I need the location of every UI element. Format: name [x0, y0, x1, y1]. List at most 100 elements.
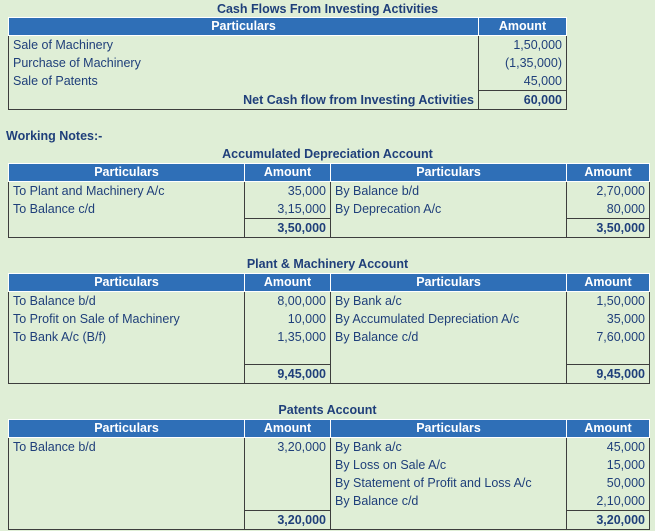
column-header-amount: Amount [244, 273, 331, 292]
table-row: Purchase of Machinery (1,35,000) [8, 54, 567, 72]
debit-amount-cell: 1,35,000 [244, 328, 331, 346]
debit-particular-cell [8, 474, 245, 492]
column-header-particulars: Particulars [330, 163, 567, 182]
column-header-amount: Amount [566, 419, 650, 438]
net-cash-flow-label: Net Cash flow from Investing Activities [8, 90, 479, 110]
credit-amount-cell: 2,70,000 [566, 181, 650, 200]
spacer-row [8, 346, 650, 364]
credit-amount-cell: 1,50,000 [566, 291, 650, 310]
column-header-particulars: Particulars [8, 273, 245, 292]
table-row: By Balance c/d 2,10,000 [8, 492, 650, 511]
table-header-row: Particulars Amount Particulars Amount [8, 273, 650, 292]
debit-particular-cell: To Plant and Machinery A/c [8, 181, 245, 200]
debit-amount-cell: 35,000 [244, 181, 331, 200]
column-header-particulars: Particulars [8, 419, 245, 438]
credit-particular-cell: By Bank a/c [330, 437, 567, 456]
debit-total: 3,20,000 [244, 510, 331, 530]
table-header-row: Particulars Amount Particulars Amount [8, 419, 650, 438]
debit-amount-cell: 3,15,000 [244, 200, 331, 219]
debit-amount-cell [244, 474, 331, 492]
debit-particular-cell: To Bank A/c (B/f) [8, 328, 245, 346]
debit-particular-cell: To Balance b/d [8, 437, 245, 456]
credit-total: 3,50,000 [566, 218, 650, 238]
plant-machinery-title: Plant & Machinery Account [246, 257, 409, 271]
table-row: Sale of Patents 45,000 [8, 72, 567, 91]
credit-amount-cell: 2,10,000 [566, 492, 650, 511]
debit-total-spacer [8, 364, 245, 384]
credit-amount-cell: 7,60,000 [566, 328, 650, 346]
credit-amount-cell: 15,000 [566, 456, 650, 474]
column-header-particulars: Particulars [330, 419, 567, 438]
credit-amount-cell: 80,000 [566, 200, 650, 219]
debit-particular-cell [8, 456, 245, 474]
debit-total: 3,50,000 [244, 218, 331, 238]
particular-cell: Sale of Machinery [8, 35, 479, 54]
credit-particular-cell: By Statement of Profit and Loss A/c [330, 474, 567, 492]
credit-amount-cell: 35,000 [566, 310, 650, 328]
table-row: To Bank A/c (B/f) 1,35,000 By Balance c/… [8, 328, 650, 346]
table-header-row: Particulars Amount Particulars Amount [8, 163, 650, 182]
credit-amount-cell: 50,000 [566, 474, 650, 492]
table-row: By Statement of Profit and Loss A/c 50,0… [8, 474, 650, 492]
column-header-particulars: Particulars [8, 17, 479, 36]
empty-cell [8, 346, 245, 364]
accumulated-depreciation-table: Particulars Amount Particulars Amount To… [8, 163, 650, 238]
net-cash-flow-row: Net Cash flow from Investing Activities … [8, 90, 567, 110]
working-notes-heading: Working Notes:- [6, 129, 103, 143]
amount-cell: 45,000 [478, 72, 567, 91]
debit-particular-cell: To Balance c/d [8, 200, 245, 219]
column-header-amount: Amount [244, 419, 331, 438]
empty-cell [330, 346, 567, 364]
debit-amount-cell: 10,000 [244, 310, 331, 328]
total-row: 3,50,000 3,50,000 [8, 218, 650, 238]
credit-total: 9,45,000 [566, 363, 650, 384]
column-header-amount: Amount [566, 163, 650, 182]
empty-cell [244, 346, 331, 364]
column-header-amount: Amount [566, 273, 650, 292]
debit-amount-cell [244, 456, 331, 474]
debit-total-spacer [8, 218, 245, 238]
debit-amount-cell: 8,00,000 [244, 291, 331, 310]
total-row: 3,20,000 3,20,000 [8, 510, 650, 530]
patents-title: Patents Account [278, 403, 377, 417]
empty-cell [566, 346, 650, 364]
table-row: To Plant and Machinery A/c 35,000 By Bal… [8, 181, 650, 200]
plant-machinery-table: Particulars Amount Particulars Amount To… [8, 273, 650, 384]
credit-particular-cell: By Balance b/d [330, 181, 567, 200]
column-header-amount: Amount [478, 17, 567, 36]
credit-particular-cell: By Balance c/d [330, 492, 567, 511]
debit-total: 9,45,000 [244, 363, 331, 384]
credit-particular-cell: By Loss on Sale A/c [330, 456, 567, 474]
credit-total-spacer [330, 218, 567, 238]
amount-cell: 1,50,000 [478, 35, 567, 54]
credit-particular-cell: By Balance c/d [330, 328, 567, 346]
credit-particular-cell: By Bank a/c [330, 291, 567, 310]
credit-amount-cell: 45,000 [566, 437, 650, 456]
table-row: To Profit on Sale of Machinery 10,000 By… [8, 310, 650, 328]
debit-total-spacer [8, 510, 245, 530]
debit-particular-cell [8, 492, 245, 511]
particular-cell: Purchase of Machinery [8, 54, 479, 72]
column-header-particulars: Particulars [330, 273, 567, 292]
credit-total: 3,20,000 [566, 510, 650, 530]
patents-table: Particulars Amount Particulars Amount To… [8, 419, 650, 530]
table-row: Sale of Machinery 1,50,000 [8, 35, 567, 54]
table-row: To Balance b/d 3,20,000 By Bank a/c 45,0… [8, 437, 650, 456]
total-row: 9,45,000 9,45,000 [8, 363, 650, 384]
column-header-amount: Amount [244, 163, 331, 182]
debit-amount-cell: 3,20,000 [244, 437, 331, 456]
cash-flow-table: Particulars Amount Sale of Machinery 1,5… [8, 17, 567, 110]
credit-total-spacer [330, 364, 567, 384]
column-header-particulars: Particulars [8, 163, 245, 182]
particular-cell: Sale of Patents [8, 72, 479, 91]
credit-particular-cell: By Accumulated Depreciation A/c [330, 310, 567, 328]
debit-particular-cell: To Profit on Sale of Machinery [8, 310, 245, 328]
accumulated-depreciation-title: Accumulated Depreciation Account [222, 147, 433, 161]
table-row: By Loss on Sale A/c 15,000 [8, 456, 650, 474]
table-row: To Balance b/d 8,00,000 By Bank a/c 1,50… [8, 291, 650, 310]
net-cash-flow-amount: 60,000 [478, 90, 567, 110]
table-row: To Balance c/d 3,15,000 By Deprecation A… [8, 200, 650, 219]
debit-particular-cell: To Balance b/d [8, 291, 245, 310]
cash-flow-title: Cash Flows From Investing Activities [216, 2, 439, 16]
credit-particular-cell: By Deprecation A/c [330, 200, 567, 219]
